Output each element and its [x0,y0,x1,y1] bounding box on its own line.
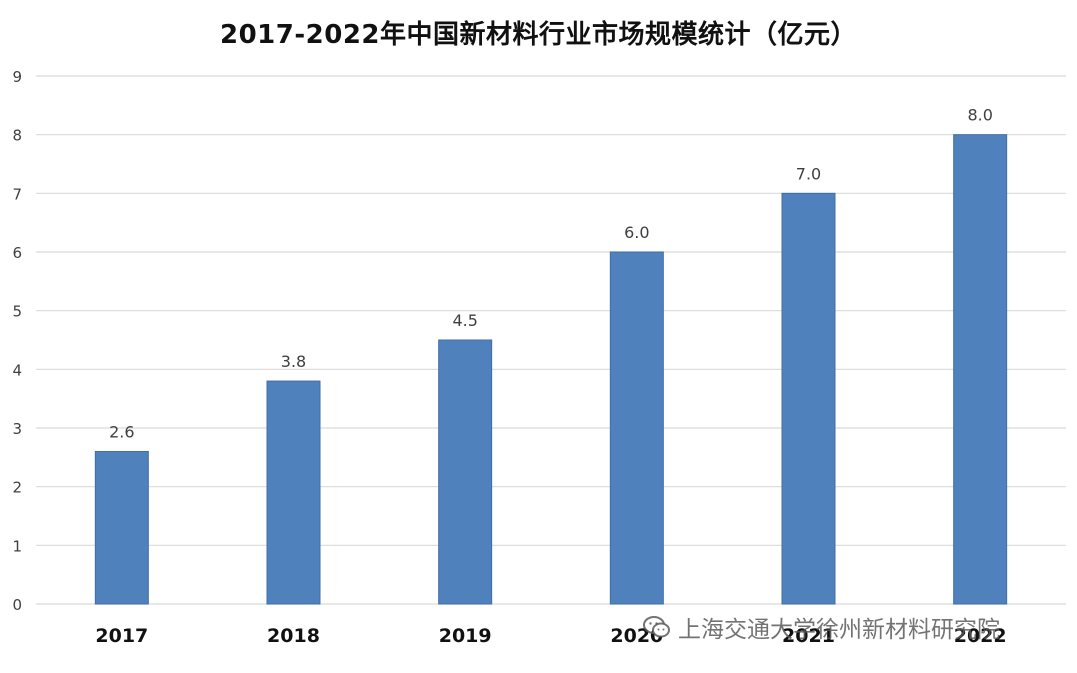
watermark: 上海交通大学徐州新材料研究院 [642,610,1000,644]
data-label-2019: 4.5 [452,311,477,330]
y-tick-label: 0 [12,596,22,614]
y-tick-label: 3 [12,420,22,438]
data-label-2017: 2.6 [109,422,134,441]
y-axis-ticks: 0 1 2 3 4 5 6 7 8 9 [12,68,22,614]
x-tick-label-2022: 2022 [954,625,1007,647]
x-tick-label-2021: 2021 [782,625,835,647]
y-tick-label: 5 [12,303,22,321]
bar-2018 [266,380,321,605]
y-tick-label: 7 [12,185,22,203]
x-tick-label-2017: 2017 [95,625,148,647]
bar-2021 [781,192,836,605]
bar-2017 [94,450,149,605]
bar-2020 [609,251,664,605]
x-axis-ticks: 2017 2018 2019 2020 2021 2022 [95,625,1006,647]
data-label-2021: 7.0 [796,164,821,183]
bar-2022 [953,134,1008,605]
wechat-chat-icon [643,616,670,638]
y-tick-label: 8 [12,127,22,145]
y-tick-label: 9 [12,68,22,86]
chart-title: 2017-2022年中国新材料行业市场规模统计（亿元） [219,20,858,50]
data-label-2020: 6.0 [624,223,649,242]
x-tick-label-2018: 2018 [267,625,320,647]
data-label-2018: 3.8 [281,352,306,371]
grid-lines [36,75,1066,605]
bars [94,134,1008,605]
watermark-text: 上海交通大学徐州新材料研究院 [678,617,1000,643]
y-tick-label: 4 [12,361,22,379]
y-tick-label: 6 [12,244,22,262]
data-labels: 2.6 3.8 4.5 6.0 7.0 8.0 [109,106,993,442]
x-tick-label-2020: 2020 [610,625,663,647]
data-label-2022: 8.0 [967,106,992,125]
y-tick-label: 1 [12,537,22,555]
x-tick-label-2019: 2019 [439,625,492,647]
y-tick-label: 2 [12,479,22,497]
bar-2019 [438,339,493,605]
